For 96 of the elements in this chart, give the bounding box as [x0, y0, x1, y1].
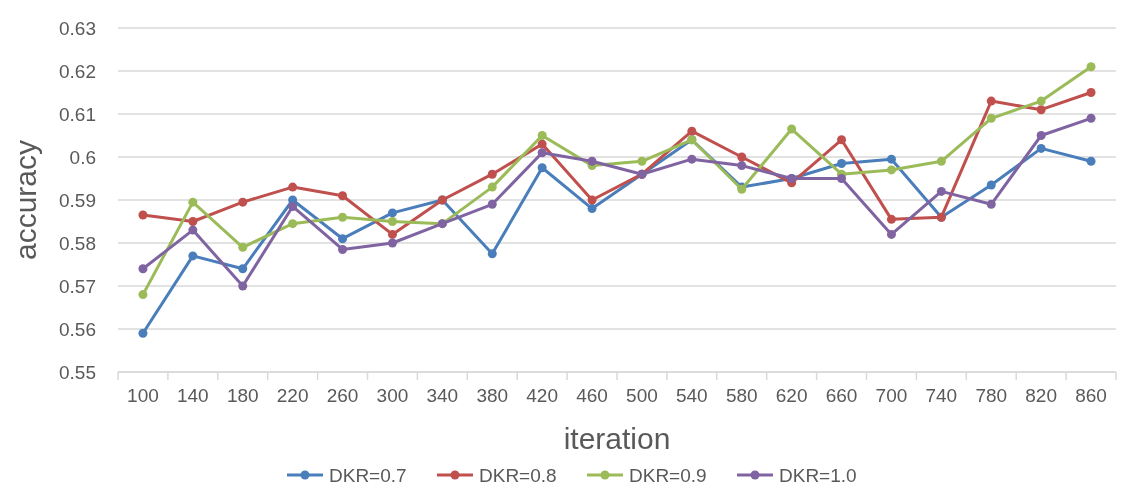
point: [587, 195, 597, 205]
x-tick-label: 500: [626, 385, 658, 406]
point: [986, 96, 996, 106]
point: [138, 290, 148, 300]
y-tick-label: 0.58: [59, 232, 96, 254]
x-tick-label: 420: [526, 385, 558, 406]
point: [487, 182, 497, 192]
point: [537, 131, 547, 140]
point: [288, 219, 298, 229]
point: [1036, 96, 1046, 106]
legend-label: DKR=0.9: [629, 464, 707, 486]
point: [487, 199, 497, 209]
point: [787, 124, 797, 134]
y-axis-title: accuracy: [9, 139, 42, 261]
y-tick-label: 0.59: [59, 189, 96, 211]
y-tick-label: 0.55: [59, 361, 96, 383]
point: [1086, 156, 1096, 166]
legend-label: DKR=0.7: [329, 464, 407, 486]
x-tick-label: 740: [925, 385, 958, 406]
point: [886, 165, 896, 175]
x-tick-label: 700: [875, 385, 908, 406]
point: [1086, 88, 1096, 97]
x-tick-label: 300: [376, 385, 409, 406]
point: [387, 229, 397, 239]
point: [986, 199, 996, 209]
point: [487, 169, 497, 179]
x-tick-label: 540: [676, 385, 708, 406]
y-tick-label: 0.62: [59, 60, 96, 82]
point: [886, 229, 896, 239]
point: [288, 201, 298, 211]
point: [936, 156, 946, 166]
x-tick-label: 100: [127, 385, 159, 406]
x-tick-label: 180: [226, 385, 259, 406]
x-tick-label: 660: [825, 385, 858, 406]
x-tick-label: 860: [1075, 385, 1107, 406]
point: [238, 197, 248, 207]
point: [188, 197, 198, 207]
point: [886, 154, 896, 164]
y-tick-label: 0.63: [59, 17, 96, 39]
y-tick-label: 0.6: [69, 146, 96, 168]
y-tick-label: 0.61: [59, 103, 96, 125]
x-tick-label: 620: [775, 385, 808, 406]
point: [1036, 105, 1046, 115]
point: [188, 217, 198, 226]
point: [1086, 113, 1096, 123]
x-tick-label: 780: [975, 385, 1008, 406]
y-tick-label: 0.56: [59, 318, 96, 340]
point: [587, 204, 597, 214]
point: [338, 212, 348, 222]
point: [687, 154, 697, 164]
point: [188, 251, 198, 261]
x-tick-label: 460: [576, 385, 608, 406]
point: [338, 191, 348, 201]
point: [986, 113, 996, 123]
legend-label: DKR=0.8: [479, 464, 557, 486]
y-tick-label: 0.57: [59, 275, 96, 297]
point: [487, 249, 497, 259]
point: [637, 156, 647, 166]
point: [886, 214, 896, 224]
point: [238, 264, 248, 274]
x-tick-label: 140: [177, 385, 209, 406]
point: [837, 174, 847, 183]
point: [1036, 143, 1046, 153]
point: [1086, 62, 1096, 72]
x-tick-label: 380: [476, 385, 509, 406]
x-tick-label: 820: [1025, 385, 1057, 406]
point: [338, 234, 348, 244]
point: [1036, 131, 1046, 140]
point: [737, 152, 747, 162]
x-axis-title: iteration: [563, 422, 671, 455]
point: [338, 244, 348, 254]
point: [288, 182, 298, 192]
point: [138, 328, 148, 338]
point: [387, 238, 397, 248]
point: [238, 242, 248, 252]
x-tick-label: 340: [426, 385, 459, 406]
point: [537, 163, 547, 173]
point: [387, 208, 397, 218]
point: [238, 281, 248, 291]
point: [537, 139, 547, 149]
point: [188, 225, 198, 235]
point: [986, 180, 996, 190]
point: [837, 135, 847, 145]
legend-label: DKR=1.0: [779, 464, 857, 486]
point: [138, 264, 148, 274]
point: [837, 158, 847, 168]
x-tick-label: 260: [326, 385, 359, 406]
point: [687, 126, 697, 136]
point: [138, 210, 148, 220]
point: [537, 148, 547, 158]
x-tick-label: 220: [276, 385, 309, 406]
point: [936, 186, 946, 196]
point: [587, 156, 597, 166]
point: [387, 217, 397, 226]
x-tick-label: 580: [725, 385, 758, 406]
point: [737, 161, 747, 171]
